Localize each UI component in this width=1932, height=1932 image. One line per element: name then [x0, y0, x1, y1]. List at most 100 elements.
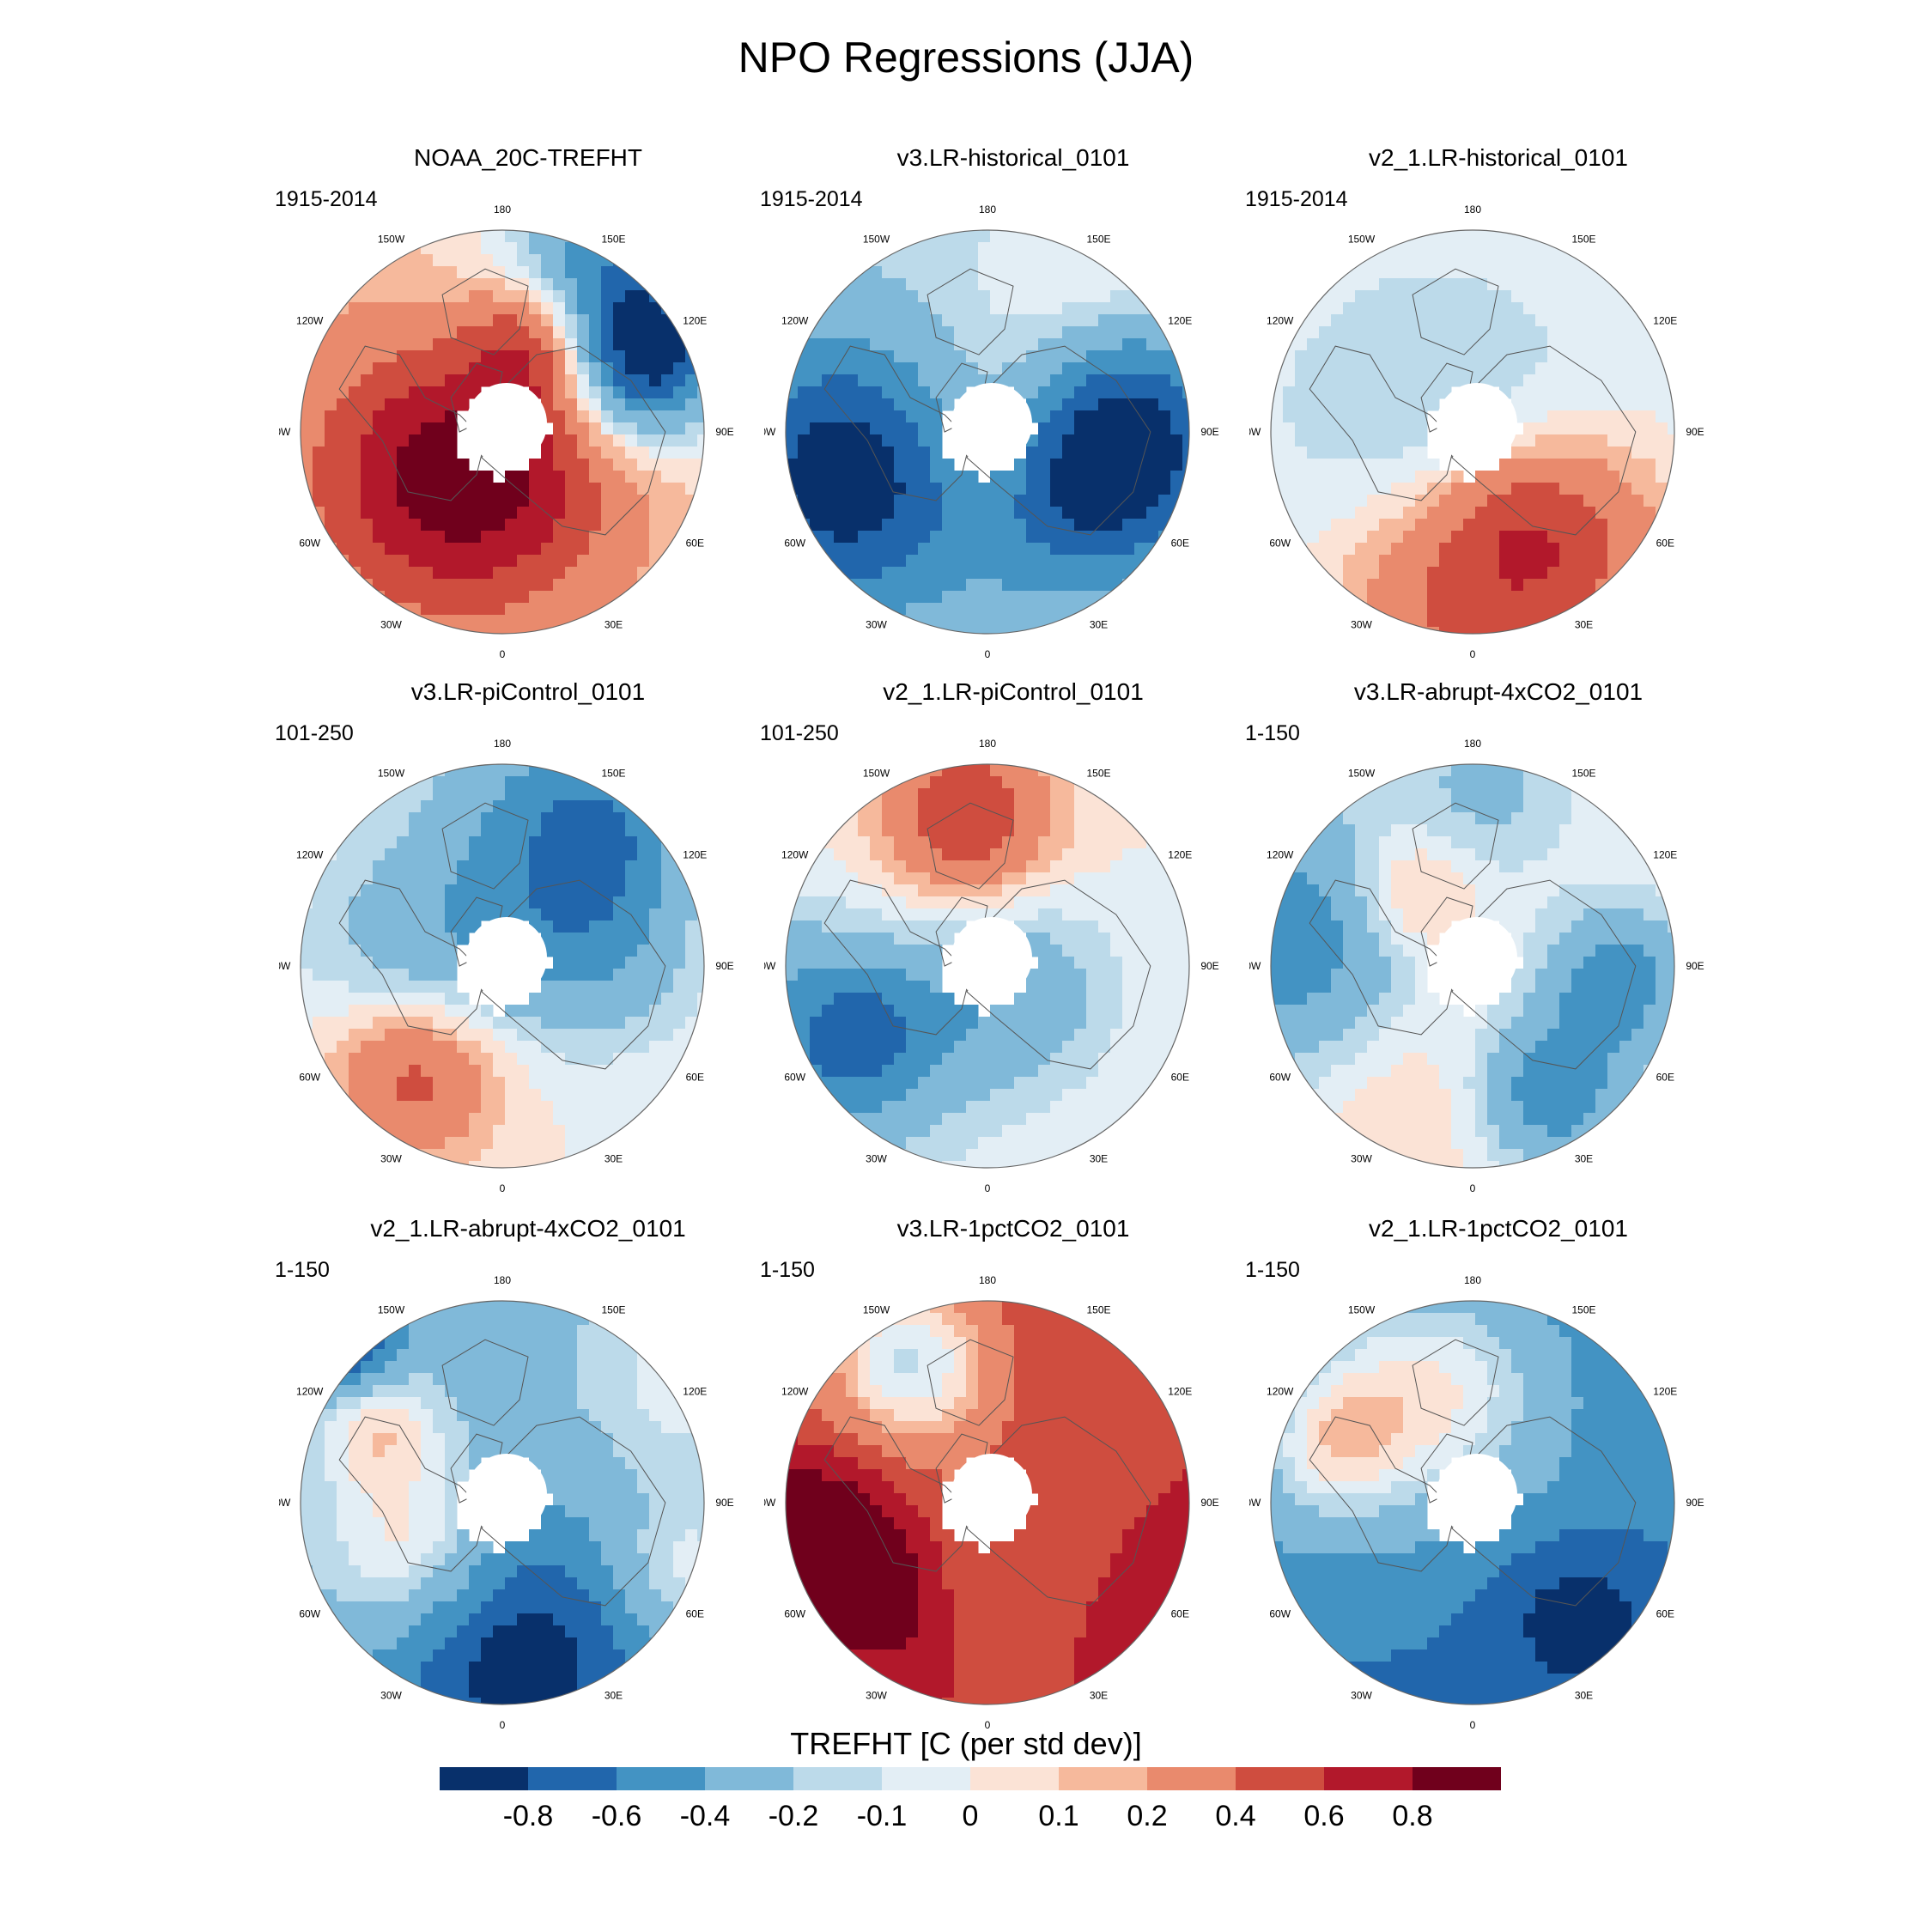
field-cell: [1074, 860, 1087, 873]
field-cell: [1367, 266, 1380, 279]
field-cell: [1134, 555, 1147, 568]
field-cell: [421, 848, 434, 861]
field-cell: [1451, 872, 1464, 885]
field-cell: [529, 1065, 542, 1078]
field-cell: [810, 362, 823, 375]
field-cell: [1283, 884, 1296, 897]
field-cell: [505, 519, 518, 532]
field-cell: [505, 1149, 518, 1162]
field-cell: [361, 957, 374, 969]
field-cell: [577, 1113, 590, 1126]
field-cell: [942, 567, 955, 580]
lon-label: 60E: [686, 538, 704, 550]
field-cell: [1463, 764, 1476, 777]
field-cell: [553, 1113, 566, 1126]
field-cell: [1086, 555, 1099, 568]
field-cell: [1607, 302, 1620, 315]
field-cell: [1122, 519, 1135, 532]
field-cell: [481, 836, 494, 849]
field-cell: [421, 314, 434, 327]
field-cell: [1487, 848, 1500, 861]
field-cell: [870, 483, 883, 495]
field-cell: [906, 812, 919, 825]
field-cell: [553, 933, 566, 945]
field-cell: [846, 398, 859, 411]
field-cell: [942, 555, 955, 568]
field-cell: [1062, 920, 1075, 933]
field-cell: [1583, 338, 1596, 351]
field-cell: [1271, 434, 1284, 447]
field-cell: [1343, 362, 1356, 375]
field-cell: [529, 1149, 542, 1162]
field-cell: [469, 254, 482, 267]
field-cell: [1511, 543, 1524, 556]
field-cell: [1038, 884, 1051, 897]
field-cell: [1283, 908, 1296, 921]
field-cell: [966, 338, 979, 351]
field-cell: [349, 920, 361, 933]
field-cell: [1523, 386, 1536, 399]
field-cell: [517, 764, 530, 777]
figure-title: NPO Regressions (JJA): [738, 33, 1194, 82]
field-cell: [469, 495, 482, 507]
lon-label: 60W: [784, 1072, 805, 1084]
field-cell: [834, 302, 847, 315]
field-cell: [1523, 788, 1536, 801]
field-cell: [1038, 302, 1051, 315]
field-cell: [966, 495, 979, 507]
field-cell: [517, 326, 530, 339]
field-cell: [1134, 1089, 1147, 1102]
field-cell: [954, 1125, 967, 1138]
field-cell: [1631, 884, 1644, 897]
field-cell: [894, 314, 907, 327]
field-cell: [1391, 836, 1404, 849]
field-cell: [1182, 483, 1189, 495]
field-cell: [301, 945, 313, 957]
field-cell: [978, 278, 991, 291]
field-cell: [858, 459, 871, 471]
field-cell: [1014, 242, 1027, 255]
field-cell: [1439, 519, 1452, 532]
field-cell: [625, 471, 638, 483]
field-cell: [409, 1065, 422, 1078]
field-cell: [445, 386, 458, 399]
field-cell: [385, 434, 398, 447]
field-cell: [1002, 242, 1015, 255]
field-cell: [894, 543, 907, 556]
field-cell: [1595, 314, 1608, 327]
field-cell: [1062, 776, 1075, 789]
field-cell: [1391, 567, 1404, 580]
field-cell: [457, 896, 470, 909]
field-cell: [1403, 884, 1416, 897]
field-cell: [966, 788, 979, 801]
field-cell: [858, 362, 871, 375]
field-cell: [625, 836, 638, 849]
field-cell: [565, 507, 578, 519]
field-cell: [1403, 591, 1416, 604]
field-cell: [397, 579, 410, 592]
field-cell: [894, 422, 907, 435]
field-cell: [834, 326, 847, 339]
field-cell: [1319, 884, 1332, 897]
field-cell: [1499, 848, 1512, 861]
field-cell: [1074, 920, 1087, 933]
lon-label: 180: [1464, 204, 1481, 216]
field-cell: [649, 860, 662, 873]
field-cell: [834, 1053, 847, 1066]
field-cell: [541, 254, 554, 267]
field-cell: [349, 1017, 361, 1030]
field-cell: [1583, 447, 1596, 459]
field-cell: [637, 920, 650, 933]
field-cell: [565, 302, 578, 315]
field-cell: [601, 872, 614, 885]
field-cell: [625, 314, 638, 327]
field-cell: [1367, 290, 1380, 303]
field-cell: [385, 1029, 398, 1042]
field-cell: [433, 1005, 446, 1018]
field-cell: [1499, 824, 1512, 837]
field-cell: [565, 1065, 578, 1078]
field-cell: [541, 908, 554, 921]
field-cell: [673, 1029, 686, 1042]
field-cell: [1547, 242, 1560, 255]
field-cell: [577, 603, 590, 616]
